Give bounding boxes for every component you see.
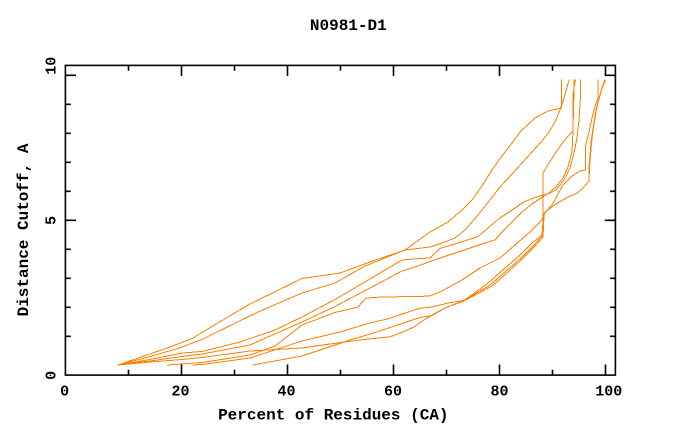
svg-text:40: 40 bbox=[277, 383, 295, 400]
svg-text:0: 0 bbox=[60, 383, 69, 400]
svg-text:80: 80 bbox=[490, 383, 508, 400]
svg-text:100: 100 bbox=[595, 383, 622, 400]
svg-text:Distance Cutoff, A: Distance Cutoff, A bbox=[15, 143, 33, 316]
svg-text:5: 5 bbox=[43, 216, 60, 225]
svg-text:60: 60 bbox=[384, 383, 402, 400]
svg-text:Percent of Residues (CA): Percent of Residues (CA) bbox=[218, 407, 448, 425]
svg-text:N0981-D1: N0981-D1 bbox=[310, 17, 387, 35]
svg-text:0: 0 bbox=[43, 371, 60, 380]
svg-text:10: 10 bbox=[43, 57, 60, 75]
svg-text:20: 20 bbox=[171, 383, 189, 400]
